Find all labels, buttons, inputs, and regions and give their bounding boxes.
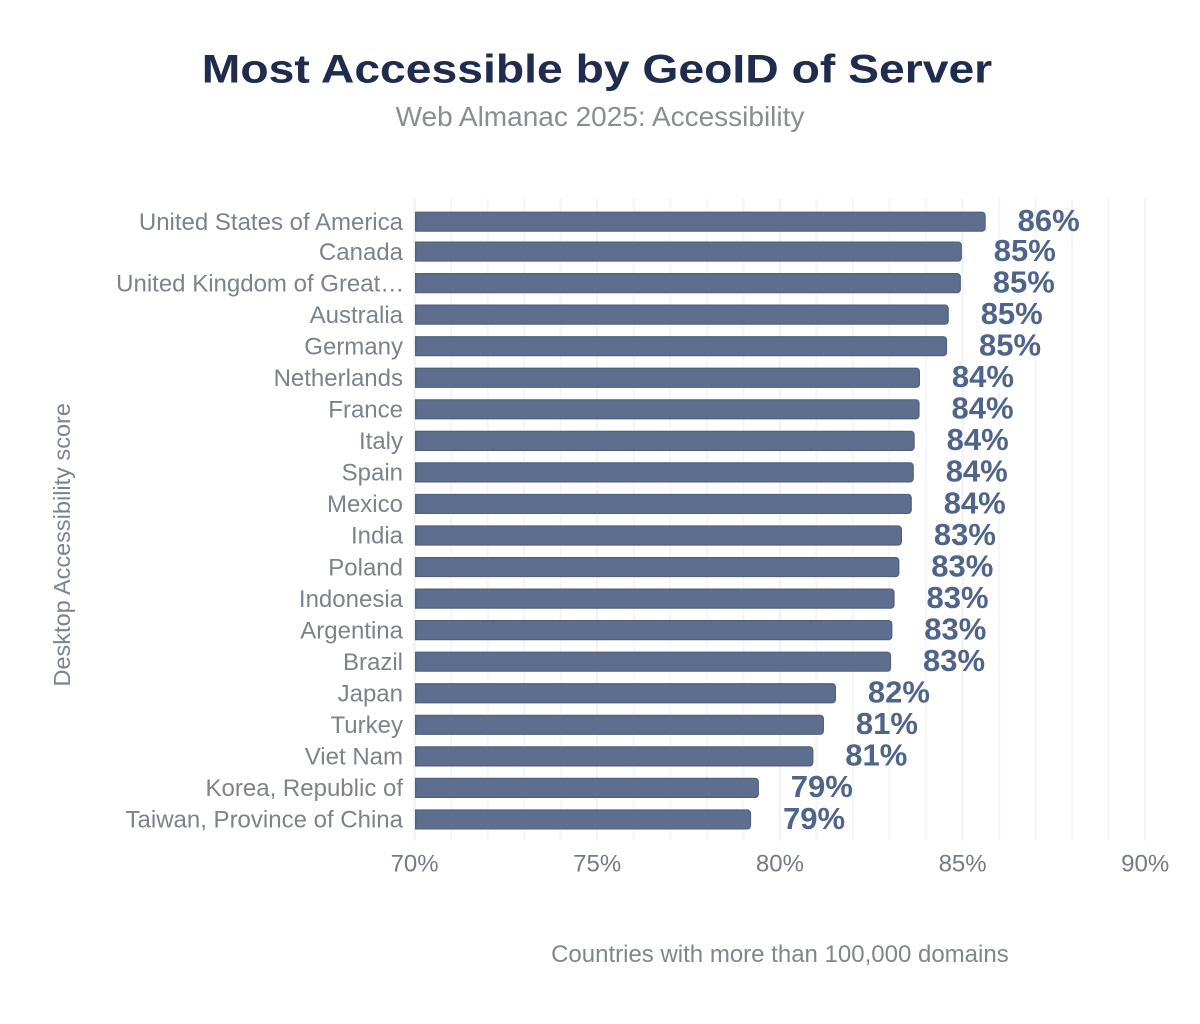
svg-text:Japan: Japan bbox=[338, 680, 403, 707]
svg-text:79%: 79% bbox=[791, 769, 853, 804]
svg-text:Spain: Spain bbox=[342, 460, 403, 487]
svg-text:Canada: Canada bbox=[319, 239, 404, 266]
svg-text:United Kingdom of Great…: United Kingdom of Great… bbox=[116, 270, 404, 297]
svg-text:Poland: Poland bbox=[328, 554, 403, 581]
svg-text:Brazil: Brazil bbox=[343, 649, 403, 676]
svg-text:83%: 83% bbox=[923, 643, 985, 678]
svg-text:83%: 83% bbox=[927, 580, 989, 615]
svg-text:Korea, Republic of: Korea, Republic of bbox=[206, 775, 404, 802]
svg-text:70%: 70% bbox=[391, 851, 439, 878]
svg-text:82%: 82% bbox=[868, 675, 930, 710]
svg-text:85%: 85% bbox=[979, 328, 1041, 363]
svg-text:Turkey: Turkey bbox=[331, 712, 403, 739]
svg-text:Viet Nam: Viet Nam bbox=[305, 744, 403, 771]
svg-text:84%: 84% bbox=[952, 359, 1014, 394]
svg-text:Most Accessible by GeoID of Se: Most Accessible by GeoID of Server bbox=[202, 47, 993, 91]
svg-text:Taiwan, Province of China: Taiwan, Province of China bbox=[126, 807, 404, 834]
svg-text:81%: 81% bbox=[845, 738, 907, 773]
svg-text:85%: 85% bbox=[981, 296, 1043, 331]
svg-text:Italy: Italy bbox=[359, 428, 403, 455]
svg-text:84%: 84% bbox=[952, 391, 1014, 426]
svg-text:Web Almanac 2025: Accessibilit: Web Almanac 2025: Accessibility bbox=[396, 101, 805, 132]
svg-text:84%: 84% bbox=[946, 454, 1008, 489]
svg-text:75%: 75% bbox=[573, 851, 621, 878]
svg-text:Countries with more than 100,0: Countries with more than 100,000 domains bbox=[551, 941, 1009, 968]
svg-text:85%: 85% bbox=[994, 233, 1056, 268]
svg-text:90%: 90% bbox=[1121, 851, 1169, 878]
svg-text:Indonesia: Indonesia bbox=[299, 586, 404, 613]
svg-text:Mexico: Mexico bbox=[327, 491, 403, 518]
svg-text:Germany: Germany bbox=[304, 333, 403, 360]
svg-text:84%: 84% bbox=[944, 485, 1006, 520]
svg-text:80%: 80% bbox=[756, 851, 804, 878]
svg-text:United States of America: United States of America bbox=[139, 209, 404, 236]
svg-text:Netherlands: Netherlands bbox=[274, 365, 403, 392]
svg-text:Argentina: Argentina bbox=[300, 617, 403, 644]
svg-text:India: India bbox=[351, 523, 404, 550]
svg-text:83%: 83% bbox=[931, 548, 993, 583]
svg-text:85%: 85% bbox=[939, 851, 987, 878]
svg-text:83%: 83% bbox=[924, 611, 986, 646]
svg-text:83%: 83% bbox=[934, 517, 996, 552]
svg-text:Desktop Accessibility score: Desktop Accessibility score bbox=[49, 403, 75, 686]
svg-text:79%: 79% bbox=[783, 801, 845, 836]
svg-text:France: France bbox=[328, 397, 403, 424]
svg-text:84%: 84% bbox=[947, 422, 1009, 457]
svg-text:81%: 81% bbox=[856, 706, 918, 741]
svg-text:Australia: Australia bbox=[310, 302, 404, 329]
svg-text:85%: 85% bbox=[993, 264, 1055, 299]
svg-text:86%: 86% bbox=[1018, 203, 1080, 238]
